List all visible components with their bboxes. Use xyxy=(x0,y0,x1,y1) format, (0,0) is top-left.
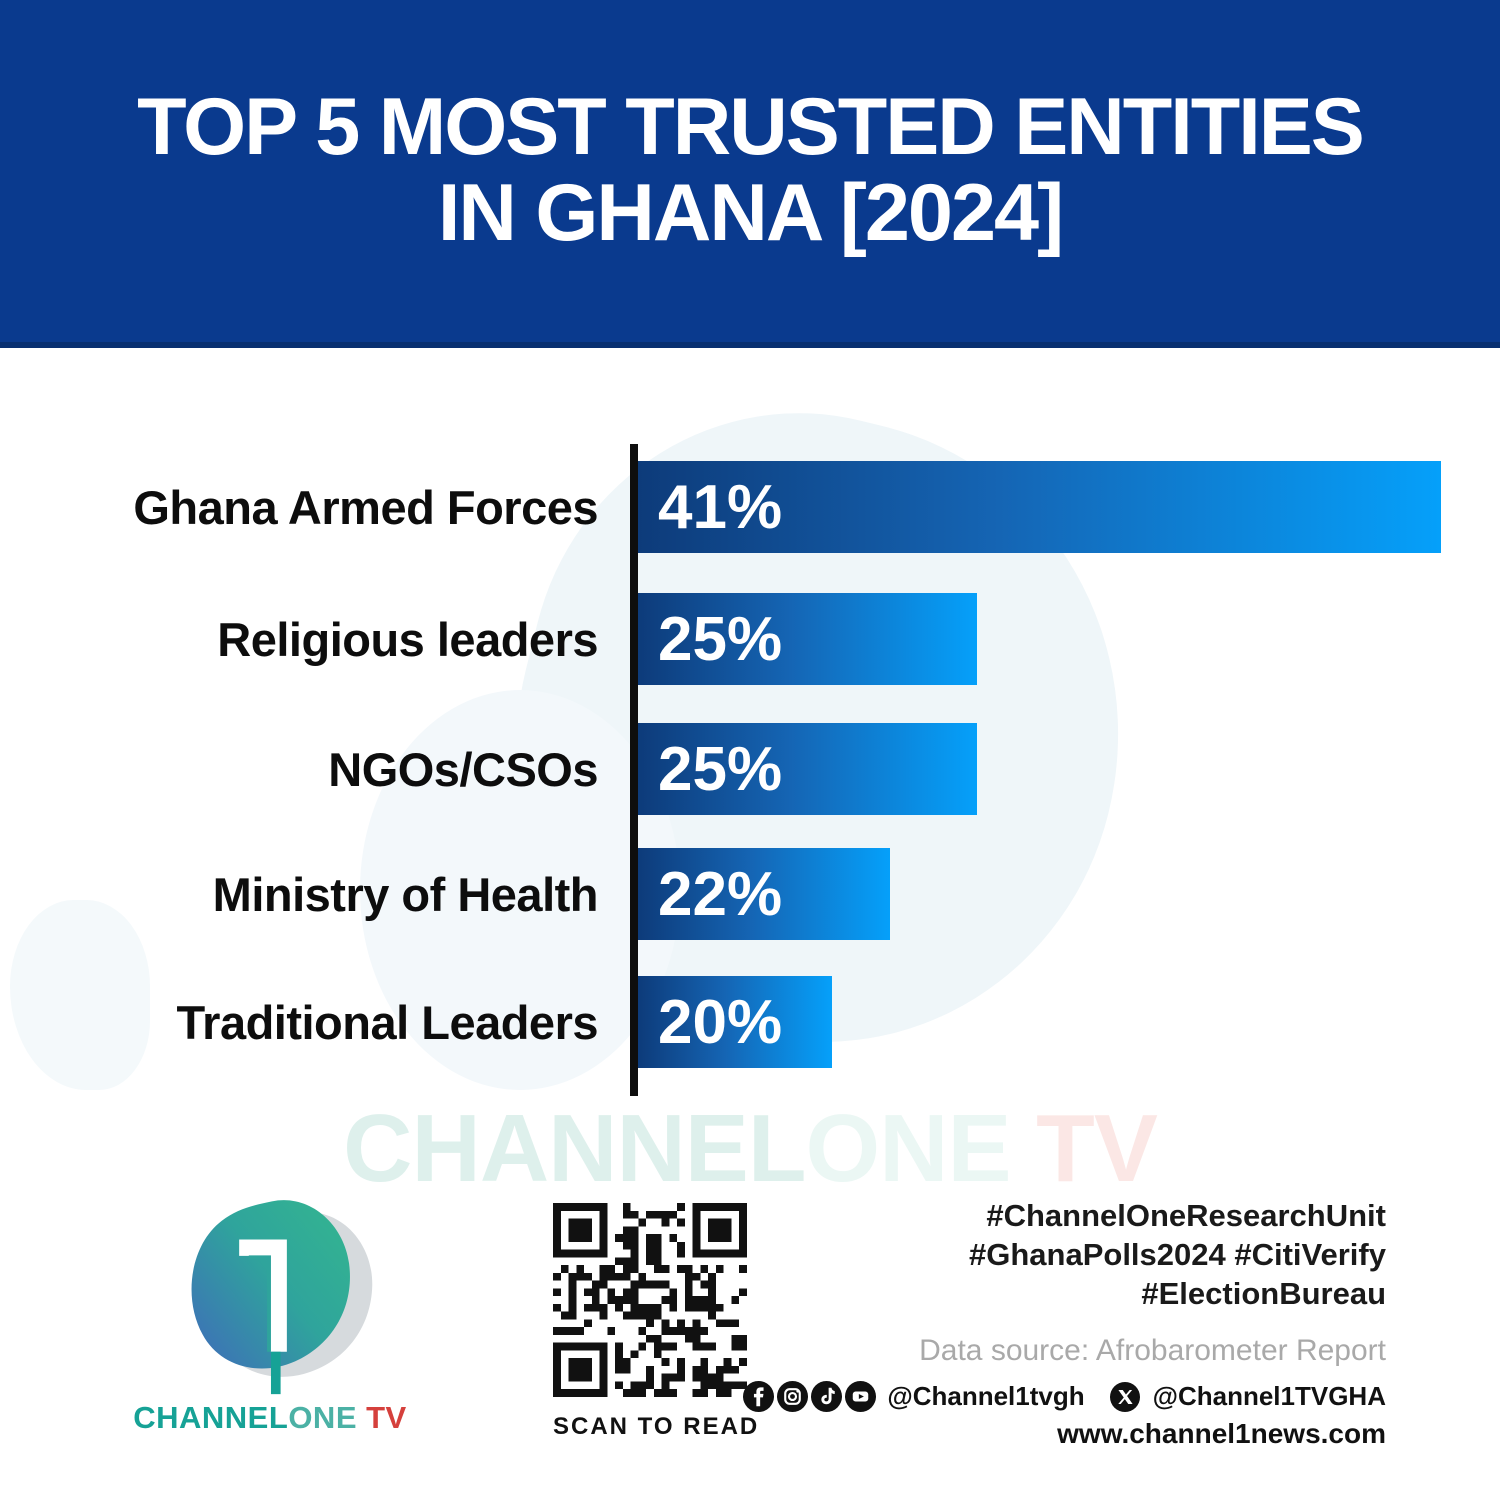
channel-one-logo-mark xyxy=(191,1200,373,1395)
hashtag-line-1: #ChannelOneResearchUnit xyxy=(986,1198,1386,1233)
logo-numeral-1 xyxy=(239,1239,287,1352)
category-label: NGOs/CSOs xyxy=(328,742,598,796)
wordmark-one: ONE xyxy=(288,1400,357,1435)
tiktok-icon xyxy=(811,1381,843,1412)
hashtag-line-3: #ElectionBureau xyxy=(1141,1276,1386,1311)
qr-code xyxy=(553,1203,747,1397)
logo-wordmark: CHANNELONE TV xyxy=(130,1400,410,1436)
social-handle-main: @Channel1tvgh xyxy=(887,1381,1085,1411)
page-title-line2: IN GHANA [2024] xyxy=(437,168,1064,258)
x-icon xyxy=(1109,1381,1140,1412)
chart-row: Religious leaders 25% xyxy=(0,593,1500,685)
footer-right-column: #ChannelOneResearchUnit #GhanaPolls2024 … xyxy=(743,1196,1386,1450)
wordmark-tv: TV xyxy=(357,1400,407,1435)
qr-caption: SCAN TO READ xyxy=(553,1413,760,1440)
category-label: Ministry of Health xyxy=(212,867,599,921)
value-label: 22% xyxy=(658,859,783,929)
social-row: @Channel1tvgh @Channel1TVGHA xyxy=(743,1381,1386,1412)
data-source-note: Data source: Afrobarometer Report xyxy=(919,1334,1386,1367)
chart-row: Ghana Armed Forces 41% xyxy=(0,461,1500,553)
bar-religious-leaders: 25% xyxy=(638,593,977,685)
channel-one-logo: CHANNELONE TV xyxy=(130,1186,410,1436)
x-icon-wrap xyxy=(1109,1381,1140,1412)
social-icon-group xyxy=(743,1381,877,1412)
youtube-icon xyxy=(845,1381,877,1412)
wordmark-channel: CHANNEL xyxy=(133,1400,289,1435)
chart-row: Ministry of Health 22% xyxy=(0,848,1500,940)
chart-row: NGOs/CSOs 25% xyxy=(0,723,1500,815)
value-label: 25% xyxy=(658,604,783,674)
header-banner: TOP 5 MOST TRUSTED ENTITIES IN GHANA [20… xyxy=(0,0,1500,348)
bar-ngos-csos: 25% xyxy=(638,723,977,815)
logo-numeral-stem xyxy=(270,1351,281,1395)
category-label: Religious leaders xyxy=(217,612,598,666)
bar-ministry-of-health: 22% xyxy=(638,848,890,940)
category-label: Ghana Armed Forces xyxy=(133,480,598,534)
instagram-icon xyxy=(777,1381,809,1412)
logo-numeral-inner xyxy=(248,1255,271,1352)
value-label: 25% xyxy=(658,734,783,804)
bar-traditional-leaders: 20% xyxy=(638,976,832,1068)
value-label: 41% xyxy=(658,472,783,542)
social-handle-x: @Channel1TVGHA xyxy=(1152,1381,1386,1411)
facebook-icon xyxy=(743,1381,775,1412)
website-url: www.channel1news.com xyxy=(1057,1418,1386,1449)
hashtag-line-2: #GhanaPolls2024 #CitiVerify xyxy=(969,1237,1386,1272)
value-label: 20% xyxy=(658,987,783,1057)
qr-block: SCAN TO READ xyxy=(553,1203,760,1441)
bar-chart: Ghana Armed Forces 41% Religious leaders… xyxy=(0,430,1500,1120)
chart-row: Traditional Leaders 20% xyxy=(0,976,1500,1068)
category-label: Traditional Leaders xyxy=(176,995,599,1049)
page-title-line1: TOP 5 MOST TRUSTED ENTITIES xyxy=(137,82,1365,173)
bar-ghana-armed-forces: 41% xyxy=(638,461,1441,553)
chart-axis xyxy=(630,444,638,1096)
